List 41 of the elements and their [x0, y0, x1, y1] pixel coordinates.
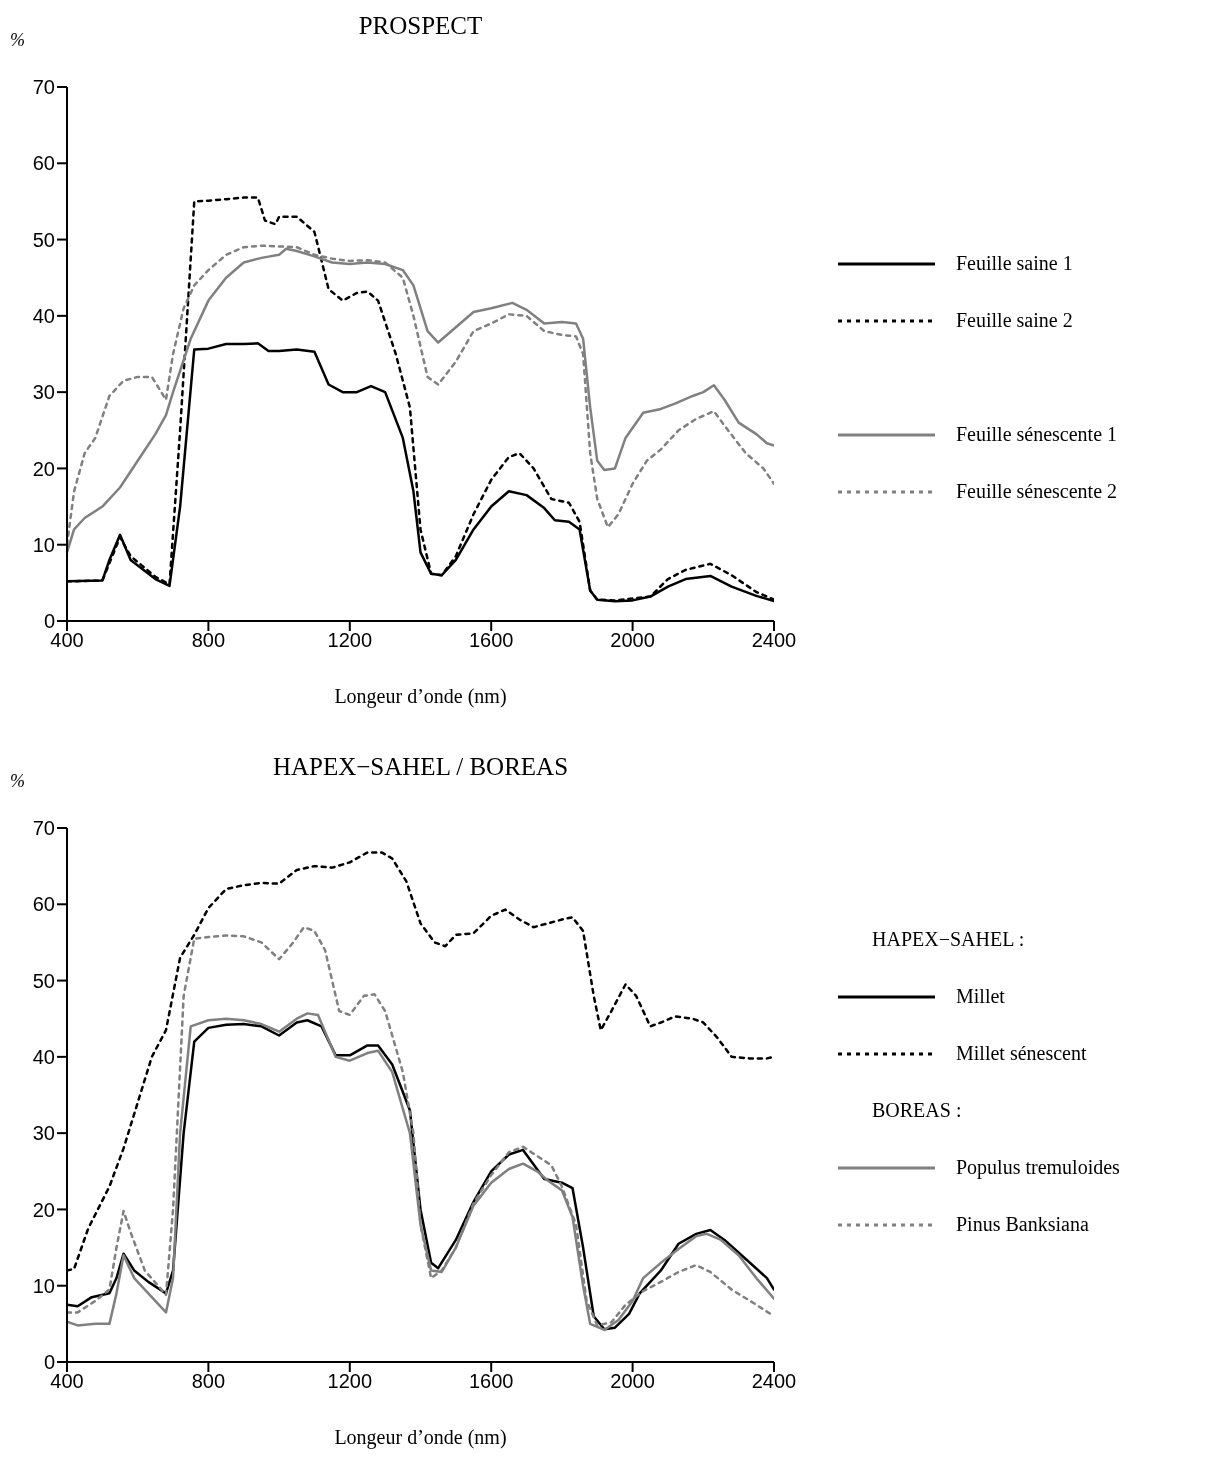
x-tick-label: 800 — [191, 1370, 226, 1393]
x-tick-label: 1200 — [327, 1370, 373, 1393]
y-tick-label: 20 — [32, 457, 55, 480]
y-tick-label: 10 — [32, 533, 55, 556]
chart-title: PROSPECT — [357, 12, 484, 40]
line-series — [67, 925, 774, 1327]
legend-label: Pinus Banksiana — [956, 1213, 1089, 1236]
y-axis-title: % — [10, 771, 25, 792]
y-tick-label: 30 — [32, 1122, 55, 1145]
legend-label: Feuille sénescente 1 — [956, 423, 1118, 446]
y-tick-label: 70 — [32, 817, 55, 840]
legend-label: Millet — [956, 985, 1005, 1008]
x-tick-label: 800 — [191, 629, 226, 652]
x-tick-label: 2000 — [610, 629, 655, 652]
x-axis-title: Longeur d’onde (nm) — [334, 685, 507, 708]
y-tick-label: 60 — [32, 893, 55, 916]
legend-label: Millet sénescent — [956, 1042, 1087, 1065]
y-tick-label: 30 — [32, 381, 55, 404]
legend-label: Populus tremuloides — [956, 1156, 1120, 1179]
x-tick-label: 2400 — [751, 1370, 797, 1393]
x-tick-label: 1600 — [468, 629, 514, 652]
x-tick-label: 1600 — [468, 1370, 514, 1393]
y-tick-label: 20 — [32, 1198, 55, 1221]
text: HAPEX−SAHEL : — [872, 928, 1025, 951]
legend-label: Feuille sénescente 2 — [956, 480, 1118, 503]
y-tick-label: 70 — [32, 76, 55, 99]
x-axis-title: Longeur d’onde (nm) — [334, 1426, 507, 1449]
x-tick-label: 2400 — [751, 629, 797, 652]
y-tick-label: 10 — [32, 1274, 55, 1297]
y-axis-title: % — [10, 30, 25, 51]
y-tick-label: 50 — [32, 228, 55, 251]
legend-label: Feuille saine 1 — [956, 252, 1073, 275]
x-tick-label: 1200 — [327, 629, 373, 652]
y-tick-label: 40 — [32, 1045, 55, 1068]
text: BOREAS : — [872, 1099, 962, 1122]
chart-title: HAPEX−SAHEL / BOREAS — [271, 753, 570, 781]
legend-label: Feuille saine 2 — [956, 309, 1073, 332]
y-tick-label: 40 — [32, 304, 55, 327]
x-tick-label: 2000 — [610, 1370, 655, 1393]
y-tick-label: 60 — [32, 152, 55, 175]
y-tick-label: 50 — [32, 969, 55, 992]
